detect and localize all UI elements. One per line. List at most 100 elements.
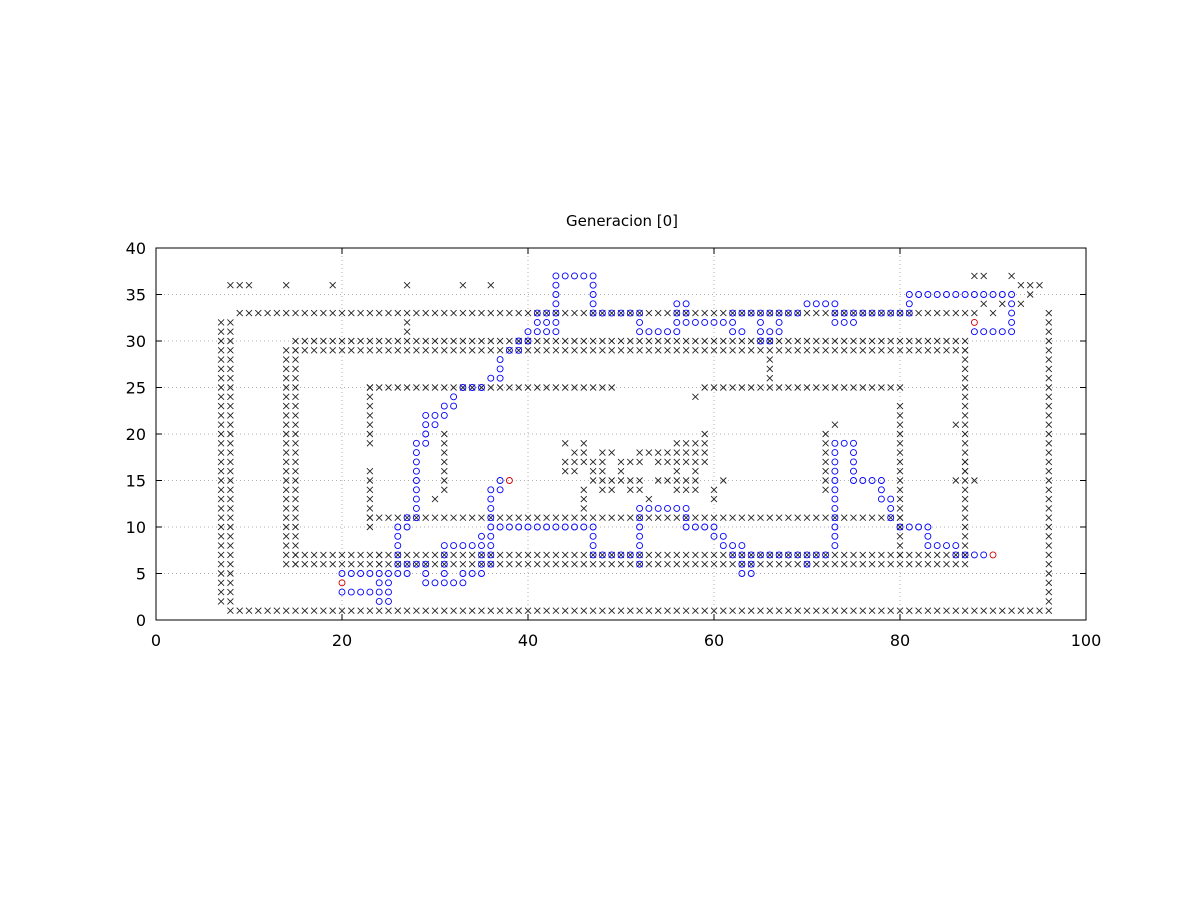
- cross-stroke: [1045, 356, 1053, 363]
- cross-point: [654, 560, 662, 568]
- cross-stroke: [375, 560, 383, 568]
- cross-stroke: [468, 560, 476, 568]
- cross-point: [757, 560, 764, 568]
- cross-stroke: [822, 607, 829, 615]
- path-point: [831, 300, 839, 308]
- cross-stroke: [952, 421, 960, 429]
- cross-point: [561, 384, 569, 391]
- cross-point: [552, 337, 560, 345]
- cross-stroke: [943, 551, 950, 559]
- cross-stroke: [1017, 300, 1025, 308]
- path-point: [385, 588, 392, 596]
- cross-point: [757, 514, 764, 522]
- cross-point: [282, 346, 290, 354]
- path-point: [840, 439, 848, 447]
- cross-point: [971, 607, 978, 615]
- cross-stroke: [394, 384, 402, 391]
- path-point: [505, 523, 513, 531]
- cross-stroke: [459, 346, 467, 354]
- cross-point: [543, 337, 550, 345]
- path-point: [831, 449, 839, 457]
- cross-point: [301, 607, 309, 615]
- cross-point: [747, 514, 755, 522]
- cross-point: [217, 384, 225, 391]
- cross-stroke: [868, 560, 876, 568]
- cross-point: [571, 607, 578, 615]
- cross-point: [217, 439, 225, 447]
- cross-stroke: [227, 532, 234, 540]
- wall-series: [217, 272, 1053, 615]
- cross-point: [515, 514, 523, 522]
- cross-point: [413, 337, 420, 345]
- cross-point: [338, 309, 346, 317]
- cross-stroke: [478, 514, 485, 522]
- cross-point: [292, 374, 299, 382]
- cross-stroke: [831, 560, 839, 568]
- cross-point: [282, 607, 290, 615]
- cross-stroke: [589, 607, 597, 615]
- cross-stroke: [1036, 607, 1043, 615]
- cross-stroke: [933, 607, 941, 615]
- cross-stroke: [831, 337, 839, 345]
- cross-point: [701, 560, 709, 568]
- cross-point: [431, 560, 439, 568]
- cross-stroke: [459, 337, 467, 345]
- cross-point: [924, 607, 932, 615]
- cross-point: [924, 560, 932, 568]
- cross-point: [282, 560, 290, 568]
- cross-point: [217, 421, 225, 429]
- cross-stroke: [227, 374, 234, 382]
- cross-point: [217, 337, 225, 345]
- cross-point: [385, 607, 392, 615]
- cross-point: [868, 551, 876, 559]
- cross-stroke: [887, 551, 895, 559]
- cross-point: [524, 551, 532, 559]
- cross-point: [375, 514, 383, 522]
- cross-stroke: [822, 346, 829, 354]
- cross-stroke: [645, 309, 653, 317]
- path-point: [589, 532, 597, 540]
- cross-point: [459, 346, 467, 354]
- cross-point: [487, 337, 495, 345]
- cross-stroke: [431, 337, 439, 345]
- cross-stroke: [366, 477, 374, 484]
- path-point: [831, 318, 839, 326]
- cross-point: [626, 607, 634, 615]
- cross-stroke: [561, 607, 569, 615]
- cross-stroke: [682, 439, 690, 447]
- cross-stroke: [227, 384, 234, 391]
- cross-stroke: [1045, 560, 1053, 568]
- path-point: [552, 328, 560, 336]
- cross-stroke: [292, 430, 299, 438]
- cross-point: [217, 551, 225, 559]
- cross-point: [729, 560, 736, 568]
- cross-stroke: [878, 607, 885, 615]
- cross-point: [943, 346, 950, 354]
- cross-point: [292, 551, 299, 559]
- cross-point: [803, 384, 811, 391]
- cross-stroke: [292, 505, 299, 512]
- cross-stroke: [747, 607, 755, 615]
- cross-point: [580, 560, 588, 568]
- cross-stroke: [682, 486, 690, 494]
- cross-point: [645, 514, 653, 522]
- cross-stroke: [636, 449, 643, 456]
- cross-stroke: [952, 607, 960, 615]
- cross-stroke: [924, 560, 932, 568]
- cross-stroke: [961, 365, 969, 373]
- cross-stroke: [282, 384, 290, 391]
- cross-point: [664, 477, 671, 484]
- cross-point: [812, 337, 820, 345]
- path-point: [598, 309, 606, 317]
- path-point: [385, 597, 392, 605]
- cross-stroke: [329, 346, 337, 354]
- cross-point: [496, 514, 504, 522]
- cross-stroke: [645, 560, 653, 568]
- path-point: [412, 458, 420, 466]
- cross-stroke: [850, 551, 857, 559]
- cross-stroke: [403, 319, 411, 326]
- path-point: [673, 309, 681, 317]
- cross-point: [227, 439, 234, 447]
- cross-point: [617, 477, 625, 484]
- cross-stroke: [403, 309, 411, 317]
